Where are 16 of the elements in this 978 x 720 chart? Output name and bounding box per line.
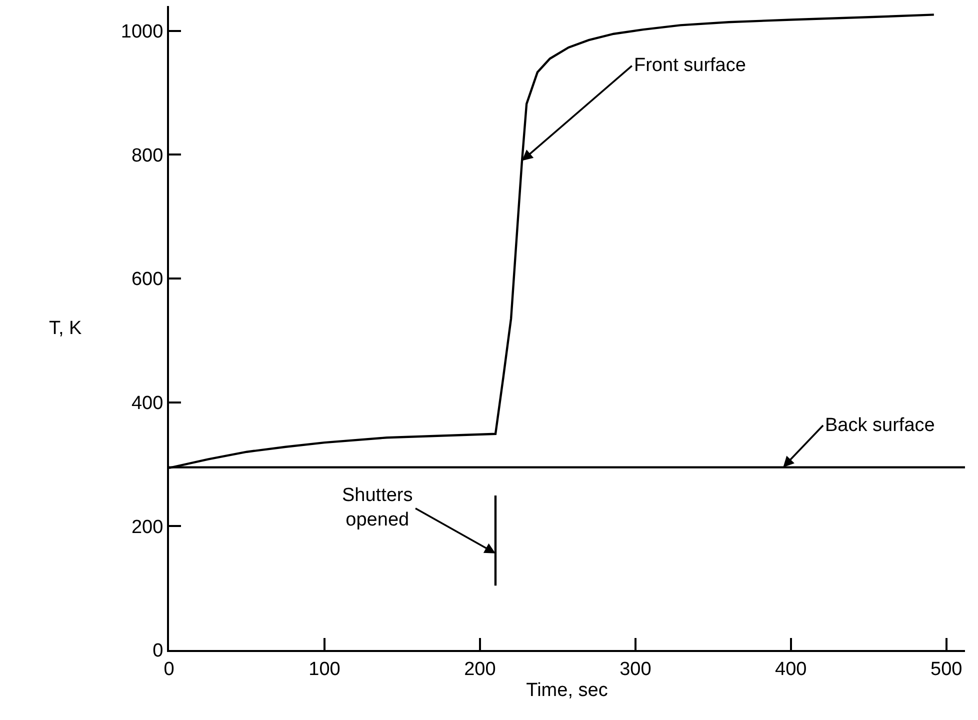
y-tick-label: 1000 bbox=[120, 21, 164, 42]
ref-line-label: Shutters opened bbox=[342, 485, 413, 531]
x-tick-label: 500 bbox=[930, 658, 962, 680]
y-tick-label: 400 bbox=[131, 392, 164, 414]
x-axis-title: Time, sec bbox=[526, 680, 608, 702]
y-axis-title: T, K bbox=[49, 318, 82, 339]
x-tick-label: 200 bbox=[464, 658, 496, 680]
annotation: Front surface bbox=[634, 55, 746, 76]
annotation: Back surface bbox=[825, 415, 935, 436]
x-tick-label: 100 bbox=[308, 658, 340, 680]
y-tick-label: 800 bbox=[131, 145, 164, 166]
x-tick-label: 400 bbox=[775, 658, 807, 680]
y-tick-label: 0 bbox=[152, 640, 164, 662]
y-tick-label: 200 bbox=[131, 516, 164, 538]
x-tick-label: 300 bbox=[620, 658, 652, 680]
y-tick-label: 600 bbox=[131, 269, 164, 290]
